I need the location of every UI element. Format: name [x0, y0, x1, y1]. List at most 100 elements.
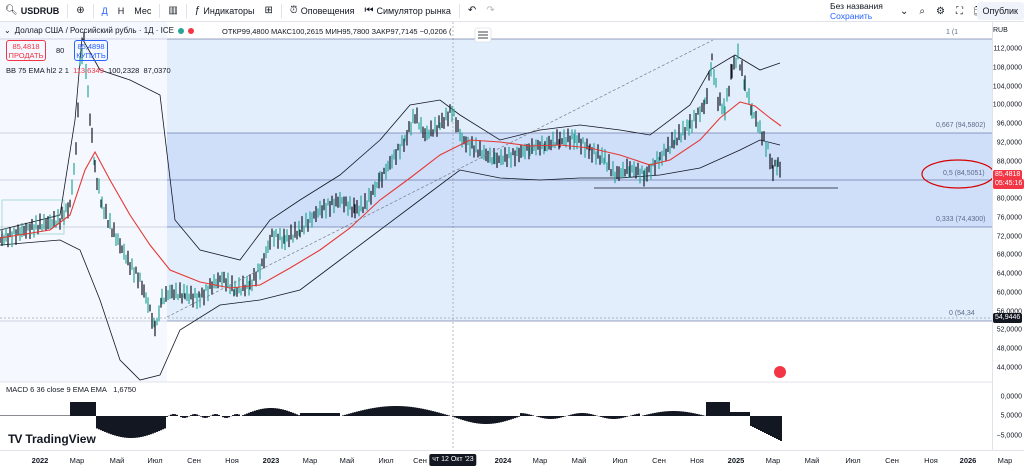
macd-bar	[328, 413, 330, 416]
macd-bar	[544, 416, 546, 419]
ema-curve	[0, 101, 782, 289]
price-tick: 72,0000	[996, 233, 1022, 241]
price-axis[interactable]: 112,0000 108,0000 104,0000 100,0000 96,0000 9…	[992, 22, 1024, 450]
macd-bar	[776, 416, 778, 439]
macd-bar	[386, 406, 388, 416]
macd-bar	[648, 414, 650, 416]
compare-button[interactable]: ⊕	[71, 0, 89, 22]
alerts-label: Оповещения	[300, 5, 355, 16]
macd-bar	[288, 411, 290, 416]
macd-bar	[530, 414, 532, 416]
macd-bar	[54, 415, 56, 416]
macd-bar	[236, 414, 238, 416]
layouts-button[interactable]: ⊞	[260, 0, 278, 22]
bb-basis-value: 100,2328	[108, 66, 140, 75]
macd-bar	[556, 416, 558, 419]
macd-bar	[90, 402, 92, 416]
undo-button[interactable]: ↶	[463, 0, 481, 22]
time-tick: 2022	[31, 456, 49, 465]
macd-bar	[268, 408, 270, 416]
bb-legend[interactable]: BB 75 EMA hl2 2 1 113,6349 100,2328 87,0…	[6, 66, 171, 75]
macd-bar	[698, 414, 700, 416]
redo-button[interactable]: ↷	[481, 0, 499, 22]
macd-bar	[334, 413, 336, 416]
time-axis[interactable]: чт 12 Окт '23 2022 Мар Май Июл Сен Ноя 2023 Мар…	[0, 450, 1024, 468]
macd-bar	[60, 415, 62, 416]
chart-canvas[interactable]	[0, 22, 992, 450]
macd-bar	[304, 413, 306, 416]
gear-icon[interactable]: ⚙︎	[936, 5, 945, 17]
fullscreen-icon[interactable]: ⛶	[955, 5, 963, 17]
macd-bar	[110, 416, 112, 435]
sell-button[interactable]: 85,4818 ПРОДАТЬ	[6, 40, 46, 61]
macd-bar	[14, 415, 16, 416]
fib-label-0667: 0,667 (94,5802)	[936, 122, 986, 129]
macd-bar	[748, 412, 750, 416]
time-tick: Май	[804, 456, 820, 465]
annotation-ellipse	[921, 159, 992, 189]
macd-bar	[600, 416, 602, 417]
time-tick: Май	[571, 456, 587, 465]
macd-bar	[160, 416, 162, 431]
bollinger-bands	[0, 36, 781, 381]
macd-bar	[270, 408, 272, 416]
macd-legend[interactable]: MACD 6 36 close 9 EMA EMA 1,6750	[6, 385, 136, 394]
macd-bar	[76, 402, 78, 416]
macd-bar	[766, 416, 768, 434]
macd-tick: 5,0000	[1000, 412, 1022, 420]
macd-bar	[138, 416, 140, 438]
indicators-button[interactable]: ƒ Индикаторы	[190, 0, 260, 22]
macd-bar	[446, 414, 448, 416]
save-layout[interactable]: Без названия Сохранить	[830, 1, 883, 21]
symbol-search[interactable]: 🔍︎ USDRUB	[0, 0, 64, 22]
macd-bar	[234, 414, 236, 416]
macd-bar	[420, 408, 422, 416]
spread-value: 80	[56, 46, 65, 55]
macd-bar	[738, 412, 740, 416]
macd-bar	[190, 415, 192, 416]
macd-bar	[0, 415, 2, 416]
macd-bar	[296, 414, 298, 416]
publish-button[interactable]: Опублик	[976, 2, 1024, 20]
price-tick: 64,0000	[996, 270, 1022, 278]
replay-button[interactable]: ⏮ Симулятор рынка	[359, 0, 455, 22]
macd-bar	[40, 415, 42, 416]
legend-title: Доллар США / Российский рубль · 1Д · ICE	[14, 26, 175, 35]
macd-bar	[756, 416, 758, 429]
time-tick: Июл	[612, 456, 628, 465]
quick-search-icon[interactable]: ⌕	[919, 5, 925, 17]
macd-bar	[474, 416, 476, 424]
interval-day[interactable]: Д	[101, 5, 108, 16]
time-tick: Мар	[532, 456, 548, 465]
macd-bar	[724, 402, 726, 416]
fibonacci-retracement[interactable]	[0, 22, 992, 382]
macd-bar	[344, 414, 346, 416]
time-tick: Мар	[997, 456, 1013, 465]
price-tick: 48,0000	[996, 345, 1022, 353]
tradingview-logo[interactable]: TV TradingView	[8, 432, 96, 446]
time-tick: Мар	[69, 456, 85, 465]
top-toolbar: 🔍︎ USDRUB ⊕ Д Н Мес ▥ ƒ Индикаторы ⊞ ⏰︎ …	[0, 0, 1024, 22]
time-tick: Июл	[378, 456, 394, 465]
fib-label-0333: 0,333 (74,4300)	[936, 216, 986, 223]
macd-bar	[586, 413, 588, 416]
macd-bar	[694, 413, 696, 416]
macd-bar	[108, 416, 110, 434]
macd-bar	[760, 416, 762, 431]
macd-bar	[350, 413, 352, 416]
macd-bar	[604, 416, 606, 418]
macd-bar	[746, 412, 748, 416]
interval-month[interactable]: Мес	[134, 5, 152, 16]
alerts-button[interactable]: ⏰︎ Оповещения	[285, 0, 360, 22]
time-tick: Сен	[885, 456, 899, 465]
drawings[interactable]	[0, 22, 992, 450]
interval-week[interactable]: Н	[117, 5, 125, 16]
chevron-down-icon[interactable]: ⌄	[900, 5, 909, 17]
macd-bar	[414, 407, 416, 416]
buy-button[interactable]: 85,4898 КУПИТЬ	[74, 40, 108, 61]
chevron-icon[interactable]: ⌄	[4, 26, 11, 35]
chart-type-button[interactable]: ▥	[163, 0, 182, 22]
macd-bar	[644, 415, 646, 416]
fib-left-zone	[0, 22, 167, 382]
